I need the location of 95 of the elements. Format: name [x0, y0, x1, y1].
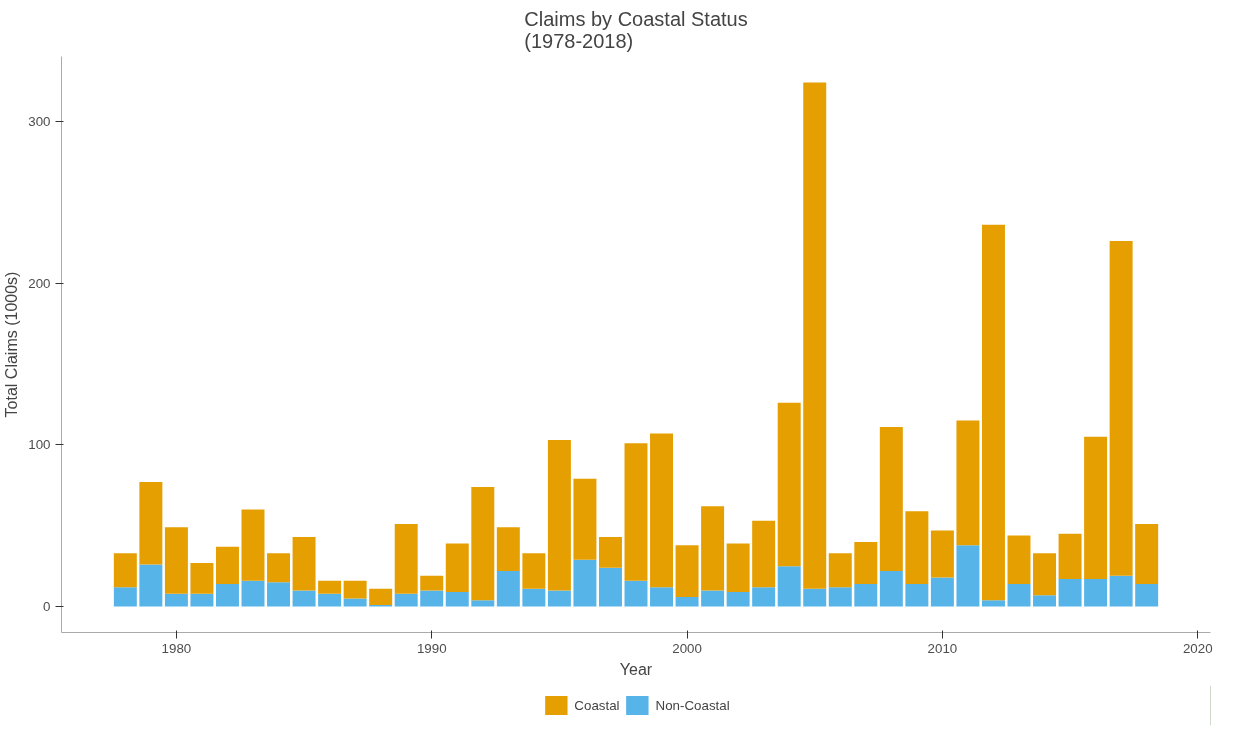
- bar: [930, 577, 954, 607]
- bar: [1058, 579, 1082, 607]
- bar: [496, 571, 520, 607]
- bar: [241, 509, 265, 581]
- legend-label: Non-Coastal: [655, 697, 730, 713]
- bar: [803, 588, 827, 607]
- bar: [1109, 575, 1133, 607]
- x-tick-label: 2010: [927, 640, 958, 656]
- bar: [1084, 436, 1108, 580]
- bar: [164, 593, 188, 607]
- bar: [598, 537, 622, 568]
- bar: [522, 553, 546, 589]
- bar: [981, 600, 1005, 607]
- bar: [803, 82, 827, 589]
- bar: [777, 402, 801, 567]
- bar: [113, 553, 137, 588]
- bar: [650, 433, 674, 588]
- bar: [1109, 240, 1133, 576]
- bar: [267, 553, 291, 583]
- bar: [445, 543, 469, 593]
- bar: [930, 530, 954, 578]
- bar: [1135, 524, 1159, 584]
- bar: [981, 224, 1005, 601]
- bar: [1058, 533, 1082, 580]
- bar: [598, 567, 622, 607]
- bar: [547, 590, 571, 607]
- bar: [854, 583, 878, 607]
- x-tick-label: 1990: [416, 640, 447, 656]
- y-tick-label: 200: [28, 275, 51, 291]
- bar: [905, 583, 929, 607]
- y-tick-label: 300: [28, 113, 51, 129]
- bar: [879, 571, 903, 607]
- bar: [471, 600, 495, 607]
- x-tick-label: 2020: [1182, 640, 1213, 656]
- chart-title: Claims by Coastal Status (1978-2018): [524, 7, 748, 52]
- bar: [905, 511, 929, 584]
- bar: [726, 592, 750, 607]
- legend-label: Coastal: [574, 697, 620, 713]
- bar: [1033, 553, 1057, 596]
- bar: [445, 592, 469, 607]
- bar: [701, 590, 725, 607]
- y-tick-label: 0: [43, 599, 51, 615]
- bar: [828, 587, 852, 607]
- bar: [343, 598, 367, 607]
- bar: [624, 580, 648, 607]
- bar: [956, 545, 980, 607]
- bar: [394, 524, 418, 594]
- bar: [496, 527, 520, 572]
- bar: [752, 520, 776, 588]
- bar: [650, 587, 674, 607]
- bar: [420, 575, 444, 591]
- x-tick-label: 1980: [161, 640, 192, 656]
- x-axis-title: Year: [619, 660, 653, 678]
- bar: [394, 593, 418, 607]
- bar: [879, 427, 903, 572]
- bar: [267, 582, 291, 607]
- bar: [573, 559, 597, 607]
- bar: [318, 580, 342, 594]
- y-tick-label: 100: [28, 437, 51, 453]
- bar: [292, 590, 316, 607]
- bar: [241, 580, 265, 607]
- bar: [190, 562, 214, 594]
- bar: [139, 564, 163, 607]
- bar: [701, 506, 725, 591]
- bar: [164, 527, 188, 594]
- bar: [1135, 583, 1159, 607]
- bar: [854, 541, 878, 584]
- bar: [522, 588, 546, 607]
- bar: [752, 587, 776, 607]
- bar: [573, 478, 597, 560]
- bar: [215, 546, 239, 584]
- x-tick-label: 2000: [672, 640, 702, 656]
- bar: [318, 593, 342, 607]
- bar: [828, 553, 852, 588]
- bar: [547, 439, 571, 591]
- bar: [1033, 595, 1057, 607]
- bar: [777, 566, 801, 607]
- bar: [675, 545, 699, 597]
- bar: [1007, 583, 1031, 607]
- y-axis-title: Total Claims (1000s): [3, 271, 21, 418]
- bar: [956, 420, 980, 546]
- bar: [471, 486, 495, 601]
- bar: [675, 596, 699, 607]
- bar: [292, 537, 316, 591]
- bar: [1084, 579, 1108, 607]
- bar: [369, 588, 393, 605]
- bar: [139, 482, 163, 565]
- bar: [113, 587, 137, 607]
- bar: [624, 443, 648, 581]
- bar: [1007, 535, 1031, 584]
- bar: [726, 543, 750, 593]
- bar: [420, 590, 444, 607]
- bar: [190, 593, 214, 607]
- bar: [215, 583, 239, 607]
- bar: [343, 580, 367, 599]
